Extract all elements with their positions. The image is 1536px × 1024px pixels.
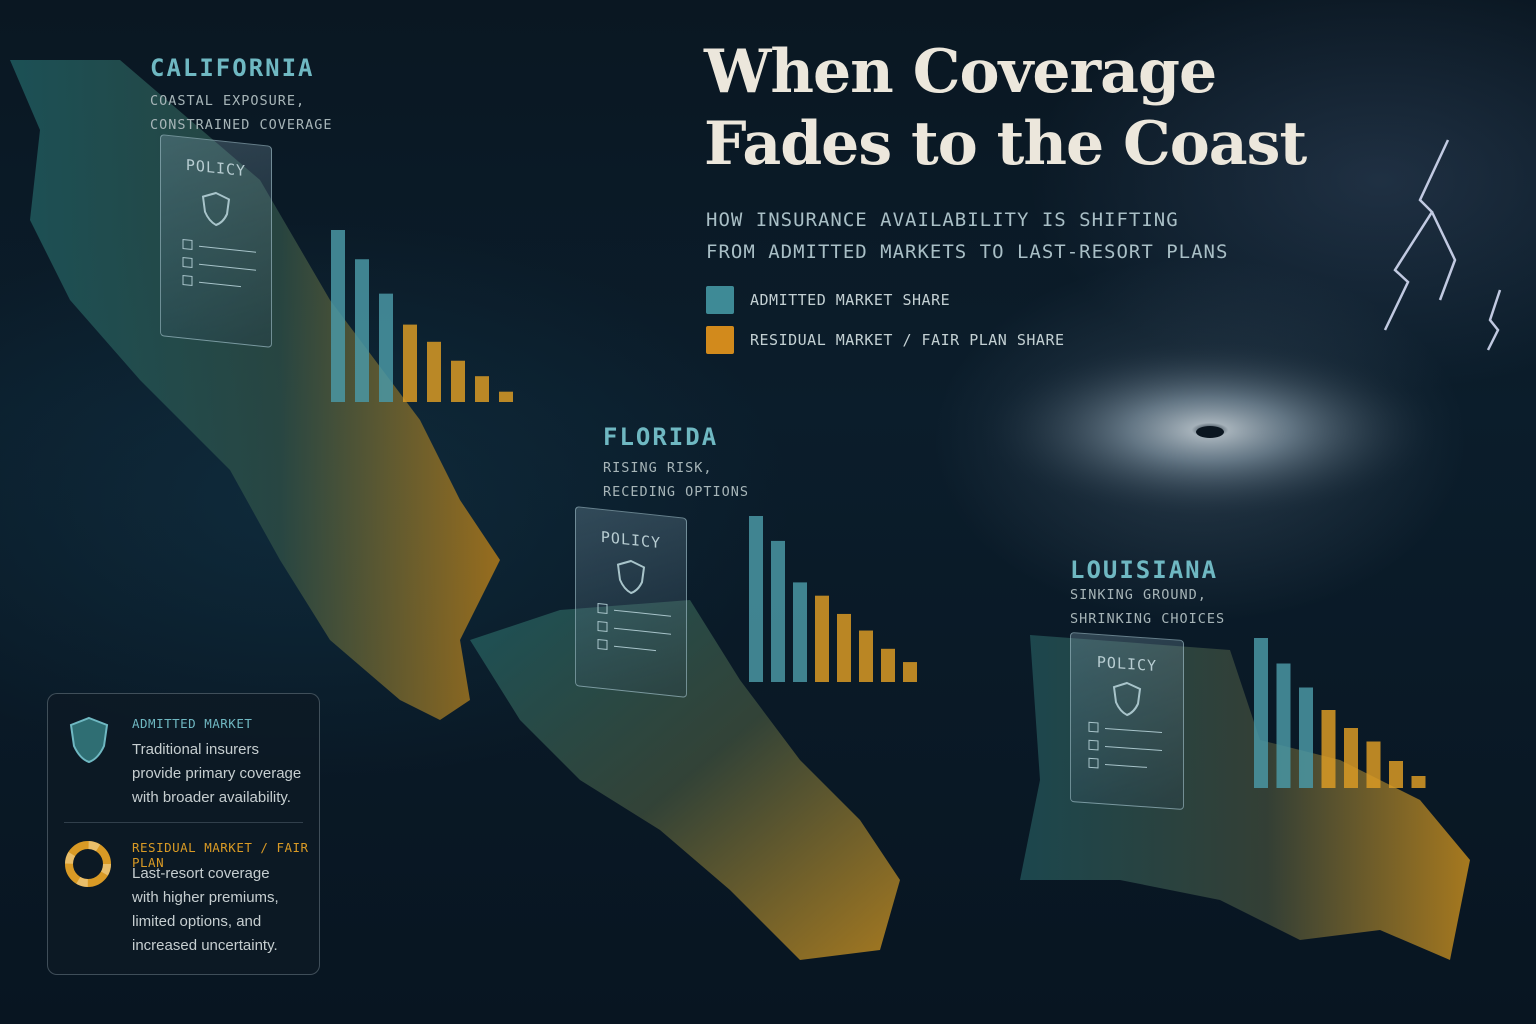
state-sub-line: SHRINKING CHOICES: [1070, 611, 1226, 627]
louisiana-land: [1020, 635, 1470, 960]
state-sub-line: CONSTRAINED COVERAGE: [150, 117, 333, 133]
panel-residual-text: Last-resort coverage with higher premium…: [132, 862, 312, 958]
bar: [379, 293, 393, 402]
panel-text-line: with broader availability.: [132, 789, 291, 806]
shield-icon: [1112, 681, 1142, 717]
state-sub-line: RECEDING OPTIONS: [603, 484, 750, 500]
state-sub-california: COASTAL EXPOSURE, CONSTRAINED COVERAGE: [150, 89, 410, 137]
bar: [1389, 761, 1403, 788]
policy-label: POLICY: [185, 155, 247, 181]
panel-text-line: increased uncertainty.: [132, 937, 278, 954]
legend-swatch-residual: [706, 326, 734, 354]
state-sub-line: COASTAL EXPOSURE,: [150, 93, 306, 109]
panel-admitted-text: Traditional insurers provide primary cov…: [132, 738, 312, 810]
panel-text-line: limited options, and: [132, 913, 262, 930]
panel-residual-heading: RESIDUAL MARKET / FAIR PLAN: [132, 840, 309, 870]
chart-california: [331, 230, 513, 402]
bar: [859, 630, 873, 682]
lightning-icon: [1383, 139, 1502, 351]
hurricane-icon: [980, 340, 1440, 520]
policy-label: POLICY: [600, 527, 662, 553]
chart-louisiana: [1254, 638, 1426, 788]
bar: [749, 516, 763, 682]
page-title: When Coverage Fades to the Coast: [704, 37, 1307, 179]
state-sub-florida: RISING RISK, RECEDING OPTIONS: [603, 456, 863, 504]
legend-swatch-admitted: [706, 286, 734, 314]
bar: [881, 648, 895, 682]
bar: [1254, 638, 1268, 788]
state-sub-line: SINKING GROUND,: [1070, 587, 1207, 603]
shield-icon: [616, 559, 646, 595]
legend-label-admitted: ADMITTED MARKET SHARE: [750, 291, 951, 309]
subtitle-line-2: FROM ADMITTED MARKETS TO LAST-RESORT PLA…: [706, 241, 1229, 263]
bar: [903, 662, 917, 682]
bar: [475, 376, 489, 402]
checklist: [1088, 721, 1162, 769]
shield-icon: [201, 191, 231, 227]
state-sub-line: RISING RISK,: [603, 460, 713, 476]
bar: [1321, 710, 1336, 788]
life-ring-icon: [65, 841, 111, 887]
policy-label: POLICY: [1096, 652, 1158, 676]
panel-text-line: Traditional insurers: [132, 741, 259, 758]
bar: [815, 595, 829, 682]
legend-label-residual: RESIDUAL MARKET / FAIR PLAN SHARE: [750, 331, 1065, 349]
bar: [793, 582, 807, 682]
california-land: [10, 60, 500, 720]
panel-text-line: Last-resort coverage: [132, 865, 270, 882]
state-name-louisiana: LOUISIANA: [1070, 556, 1219, 584]
shield-icon: [69, 716, 109, 764]
chart-florida: [749, 516, 917, 682]
bar: [403, 324, 417, 402]
bar: [1299, 687, 1313, 788]
bar: [837, 613, 851, 682]
info-panel: ADMITTED MARKET Traditional insurers pro…: [47, 693, 320, 975]
state-name-florida: FLORIDA: [603, 423, 719, 451]
policy-document-california: POLICY: [160, 134, 272, 348]
state-name-california: CALIFORNIA: [150, 54, 315, 82]
bar: [1411, 776, 1426, 788]
checklist: [597, 602, 671, 652]
panel-text-line: with higher premiums,: [132, 889, 279, 906]
panel-text-line: provide primary coverage: [132, 765, 302, 782]
bar: [427, 341, 441, 402]
bar: [1344, 728, 1358, 788]
bar: [1366, 741, 1381, 788]
checklist: [182, 238, 256, 288]
florida-land: [470, 600, 900, 960]
policy-document-florida: POLICY: [575, 506, 687, 698]
subtitle: HOW INSURANCE AVAILABILITY IS SHIFTING F…: [706, 204, 1346, 268]
legend-admitted: ADMITTED MARKET SHARE: [706, 286, 950, 314]
policy-document-louisiana: POLICY: [1070, 632, 1184, 810]
bar: [331, 230, 345, 402]
panel-admitted-heading: ADMITTED MARKET: [132, 716, 253, 731]
legend-residual: RESIDUAL MARKET / FAIR PLAN SHARE: [706, 326, 1065, 354]
bar: [499, 391, 513, 402]
state-sub-louisiana: SINKING GROUND, SHRINKING CHOICES: [1070, 583, 1330, 631]
bar: [771, 540, 785, 682]
bar: [355, 259, 369, 402]
subtitle-line-1: HOW INSURANCE AVAILABILITY IS SHIFTING: [706, 209, 1179, 231]
bar: [1276, 663, 1291, 788]
panel-divider: [64, 822, 303, 823]
bar: [451, 360, 465, 402]
